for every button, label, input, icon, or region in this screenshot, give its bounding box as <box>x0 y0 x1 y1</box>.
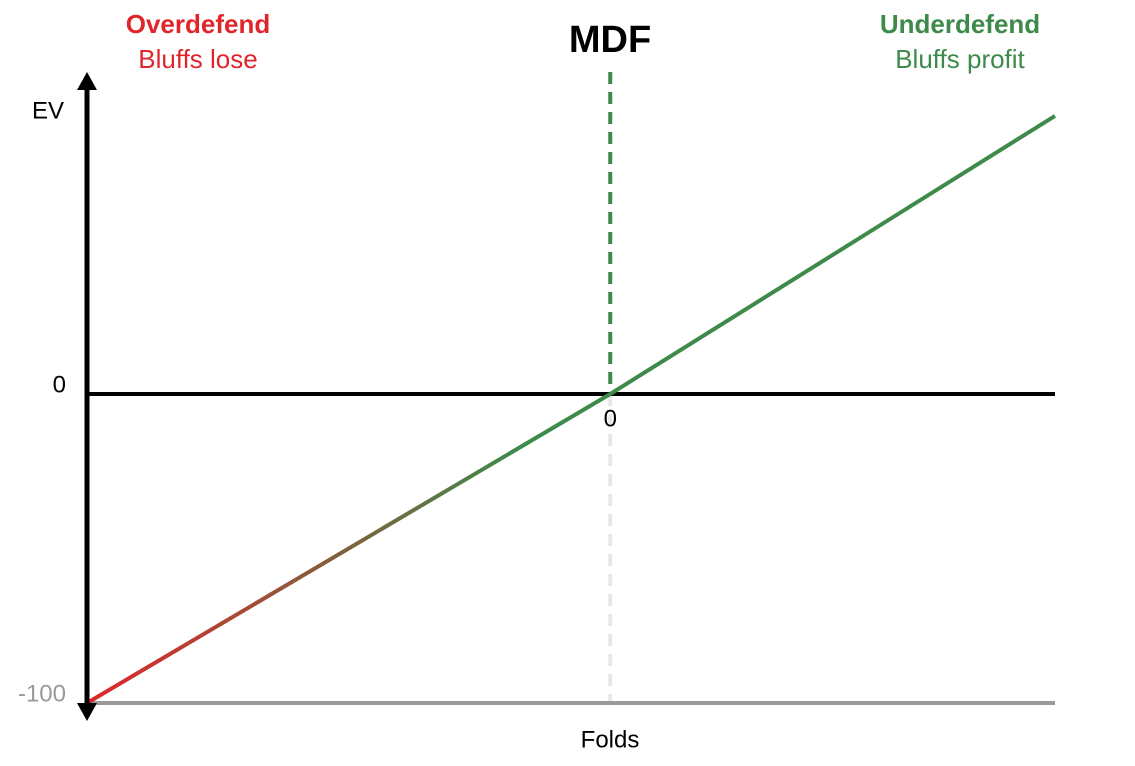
x-tick-label: 0 <box>604 405 617 432</box>
axis-arrow-bottom <box>77 703 97 721</box>
right-heading: Underdefend <box>880 9 1040 39</box>
ev-line <box>85 114 1057 705</box>
left-heading: Overdefend <box>126 9 271 39</box>
y-tick-label: 0 <box>53 371 66 398</box>
y-axis-label: EV <box>32 97 64 124</box>
axis-arrow-top <box>77 72 97 90</box>
left-note: Bluffs lose <box>138 44 257 74</box>
chart-title: MDF <box>569 19 651 61</box>
right-note: Bluffs profit <box>895 44 1025 74</box>
y-tick-label: -100 <box>18 680 66 707</box>
x-axis-label: Folds <box>581 726 640 753</box>
